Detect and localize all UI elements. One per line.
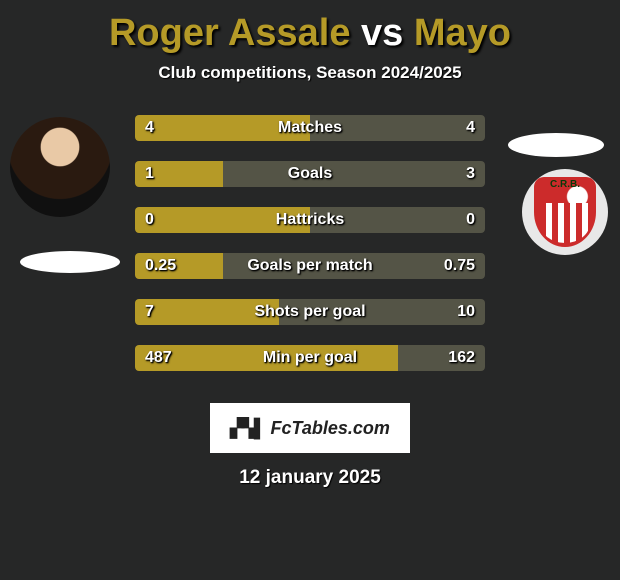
title-right: Mayo [414,12,511,54]
stat-value-left: 4 [145,119,154,137]
stat-label: Matches [278,119,342,137]
player-left-avatar [10,117,110,217]
stat-label: Shots per goal [254,303,365,321]
stat-value-left: 487 [145,349,172,367]
stat-value-right: 0.75 [444,257,475,275]
stat-value-right: 0 [466,211,475,229]
stat-label: Goals per match [247,257,372,275]
stat-label: Goals [288,165,332,183]
stat-row: 1 3 Goals [135,161,485,187]
chart-icon: ▞▚▌ [230,418,264,439]
crb-shield-icon [534,177,596,247]
page-title: Roger Assale vs Mayo [0,12,620,55]
stat-row: 7 10 Shots per goal [135,299,485,325]
stat-value-left: 0.25 [145,257,176,275]
stat-label: Hattricks [276,211,344,229]
stat-row: 487 162 Min per goal [135,345,485,371]
logo-text: FcTables.com [271,418,390,439]
stat-value-right: 10 [457,303,475,321]
stats-bars: 4 4 Matches 1 3 Goals 0 0 Hattricks 0.25 0.75 Goals… [135,115,485,391]
stat-value-right: 3 [466,165,475,183]
stat-value-left: 0 [145,211,154,229]
player-left-club-oval [20,251,120,273]
title-vs: vs [350,12,413,54]
stat-bar-right [223,161,486,187]
stat-row: 4 4 Matches [135,115,485,141]
title-left: Roger Assale [109,12,350,54]
subtitle: Club competitions, Season 2024/2025 [0,63,620,83]
fctables-logo: ▞▚▌ FcTables.com [210,403,410,453]
generation-date: 12 january 2025 [0,467,620,489]
player-right-club-badge [522,169,608,255]
stat-label: Min per goal [263,349,357,367]
stat-row: 0 0 Hattricks [135,207,485,233]
stat-value-left: 7 [145,303,154,321]
stat-value-left: 1 [145,165,154,183]
stat-row: 0.25 0.75 Goals per match [135,253,485,279]
stat-value-right: 162 [448,349,475,367]
player-right-club-oval [508,133,604,157]
stat-value-right: 4 [466,119,475,137]
